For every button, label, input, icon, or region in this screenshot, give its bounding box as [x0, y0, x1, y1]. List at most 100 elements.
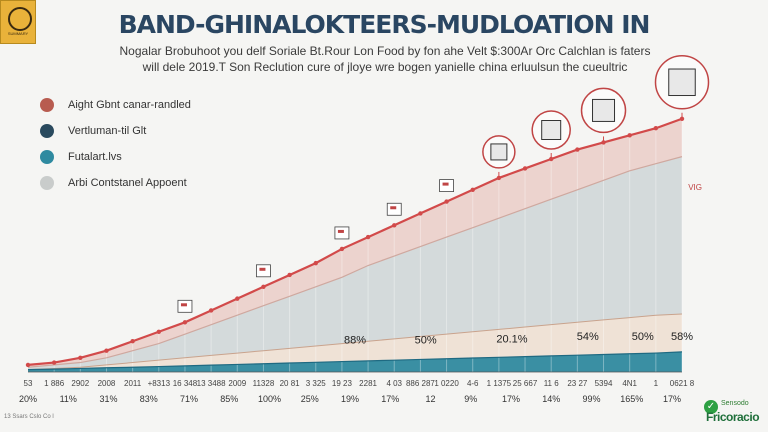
bottom-percent-label: 17% [502, 394, 520, 404]
x-tick-label: 0621 8 [670, 379, 695, 388]
x-tick-label: 2009 [228, 379, 246, 388]
x-tick-label: 2008 [98, 379, 116, 388]
legend-label: Vertluman-til Glt [68, 125, 147, 137]
series-area-middle [28, 156, 682, 372]
camera-icon [592, 98, 616, 122]
x-tick-label: 20 81 [280, 379, 301, 388]
data-point [261, 284, 266, 289]
x-tick-label: 1 0220 [434, 379, 459, 388]
icon-detail [259, 267, 266, 271]
legend-swatch [40, 124, 54, 138]
chart-legend: Aight Gbnt canar-randled Vertluman-til G… [40, 95, 191, 199]
data-point [208, 308, 214, 313]
x-tick-label: 53 [24, 379, 33, 388]
bottom-percent-label: 83% [140, 394, 158, 404]
bottom-percent-label: 99% [582, 394, 600, 404]
data-point [130, 339, 135, 344]
data-point [444, 199, 449, 204]
x-tick-label: 1 1375 [487, 379, 512, 388]
bottom-percent-label: 165% [620, 394, 643, 404]
data-point [392, 223, 397, 228]
bottom-percent-label: 20% [19, 394, 37, 404]
x-tick-label: 4-6 [467, 379, 479, 388]
x-tick-label: 3 325 [306, 379, 327, 388]
x-tick-label: 16 348 [173, 379, 198, 388]
legend-swatch [40, 176, 54, 190]
data-label: 88% [344, 335, 366, 347]
series-line-lower [27, 313, 683, 371]
legend-swatch [40, 98, 54, 112]
legend-swatch [40, 150, 54, 164]
x-tick-label: 25 667 [513, 379, 538, 388]
subtitle-line-1: Nogalar Brobuhoot you delf Soriale Bt.Ro… [119, 44, 651, 58]
legend-item: Arbi Contstanel Appoent [40, 173, 191, 193]
series-line-upper [27, 117, 683, 366]
data-point [365, 234, 371, 240]
data-point [679, 116, 685, 121]
emblem-icon [8, 7, 32, 31]
data-label: 50% [415, 335, 437, 347]
data-point [470, 187, 475, 192]
data-label: VIG [688, 183, 702, 192]
data-point [104, 348, 109, 353]
bottom-percent-label: 71% [180, 394, 198, 404]
x-tick-label: 13 3488 [197, 379, 226, 388]
document-icon [668, 68, 696, 97]
bottom-percent-label: 25% [301, 394, 319, 404]
icon-detail [390, 206, 397, 210]
bottom-percent-label: 14% [542, 394, 560, 404]
x-tick-label: 19 23 [332, 379, 353, 388]
settings-icon [541, 120, 562, 140]
brand-mark-icon: ✓ [704, 400, 718, 414]
legend-label: Aight Gbnt canar-randled [68, 99, 191, 111]
x-tick-label: 11 6 [544, 379, 560, 388]
data-label: 50% [632, 331, 654, 343]
x-tick-label: 23 27 [567, 379, 588, 388]
data-point [653, 126, 659, 131]
legend-label: Arbi Contstanel Appoent [68, 177, 187, 189]
data-label: 54% [577, 331, 599, 343]
data-point [339, 246, 345, 252]
data-point [287, 272, 292, 278]
bottom-percent-label: 17% [663, 394, 681, 404]
x-tick-label: 2011 [124, 379, 142, 388]
bottom-percent-label: 100% [258, 394, 281, 404]
data-point [156, 329, 161, 334]
x-tick-label: 2281 [359, 379, 377, 388]
brand-name: Fricoracio [706, 410, 760, 424]
x-tick-label: 5394 [595, 379, 613, 388]
x-tick-label: 4 03 [386, 379, 402, 388]
icon-detail [180, 303, 187, 307]
brand-logo: ✓ Sensodo Fricoracio [704, 398, 766, 428]
x-tick-label: 4N1 [622, 379, 637, 388]
data-point [627, 133, 632, 138]
legend-item: Aight Gbnt canar-randled [40, 95, 191, 115]
data-point [575, 147, 580, 152]
data-point [418, 211, 423, 216]
bottom-percent-label: 17% [381, 394, 399, 404]
series-line-middle [27, 156, 683, 368]
x-tick-label: +8313 [148, 379, 171, 388]
x-tick-label: 2902 [71, 379, 89, 388]
subtitle-line-2: will dele 2019.T Son Reclution cure of j… [142, 60, 628, 74]
legend-item: Futalart.lvs [40, 147, 191, 167]
logo: SUMMARY [0, 0, 36, 44]
legend-label: Futalart.lvs [68, 151, 122, 163]
legend-item: Vertluman-til Glt [40, 121, 191, 141]
data-point [25, 362, 31, 368]
bottom-percent-label: 31% [99, 394, 117, 404]
series-line-base [27, 351, 683, 371]
x-tick-label: 11328 [253, 379, 275, 388]
brand-small-text: Sensodo [721, 400, 749, 407]
x-tick-label: 886 287 [406, 379, 435, 388]
bottom-percent-label: 19% [341, 394, 359, 404]
data-point [235, 296, 240, 301]
x-tick-label: 1 [654, 379, 659, 388]
bottom-percent-label: 12 [425, 394, 435, 404]
data-label: 58% [671, 331, 693, 343]
page-subtitle: Nogalar Brobuhoot you delf Soriale Bt.Ro… [60, 43, 710, 75]
icon-detail [442, 182, 449, 186]
icon-detail [337, 229, 344, 233]
window-icon [490, 143, 508, 161]
